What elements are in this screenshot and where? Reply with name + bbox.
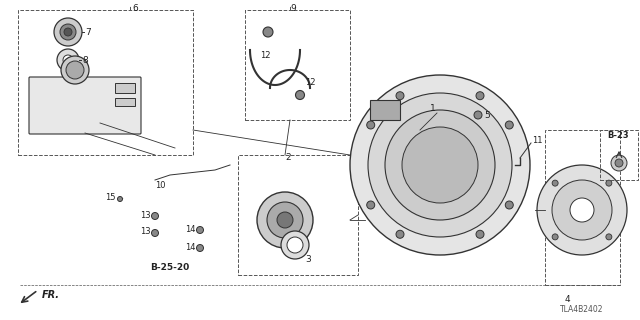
Circle shape (196, 244, 204, 252)
Circle shape (61, 56, 89, 84)
Text: 7: 7 (85, 28, 91, 36)
Circle shape (385, 110, 495, 220)
Circle shape (196, 227, 204, 234)
Text: 9: 9 (290, 4, 296, 12)
Text: B-23: B-23 (607, 131, 628, 140)
Text: 10: 10 (155, 180, 166, 189)
Text: 1: 1 (430, 103, 436, 113)
Circle shape (287, 237, 303, 253)
Bar (370, 100, 400, 120)
Text: TLA4B2402: TLA4B2402 (560, 306, 604, 315)
Circle shape (257, 192, 313, 248)
Bar (238, 155, 358, 275)
Circle shape (267, 202, 303, 238)
Circle shape (60, 24, 76, 40)
Circle shape (537, 165, 627, 255)
Circle shape (263, 27, 273, 37)
Text: B-25-20: B-25-20 (150, 263, 189, 273)
Text: ·: · (121, 196, 123, 202)
Circle shape (277, 212, 293, 228)
Text: 13: 13 (140, 211, 150, 220)
Circle shape (552, 234, 558, 240)
Circle shape (474, 111, 482, 119)
Bar (115, 83, 135, 93)
Text: 5: 5 (484, 110, 490, 119)
Circle shape (350, 75, 530, 255)
Circle shape (367, 121, 374, 129)
Text: 14: 14 (185, 226, 195, 235)
Bar (115, 98, 135, 106)
Bar (245, 10, 350, 120)
Circle shape (66, 61, 84, 79)
Circle shape (367, 201, 374, 209)
Circle shape (152, 212, 159, 220)
Circle shape (368, 93, 512, 237)
Circle shape (552, 180, 558, 186)
Circle shape (615, 159, 623, 167)
Circle shape (118, 196, 122, 202)
Text: 8: 8 (82, 55, 88, 65)
Circle shape (606, 234, 612, 240)
Circle shape (281, 231, 309, 259)
Circle shape (152, 229, 159, 236)
Circle shape (396, 230, 404, 238)
Circle shape (552, 180, 612, 240)
Text: 4: 4 (565, 295, 571, 305)
Circle shape (296, 91, 305, 100)
Text: 6: 6 (132, 4, 138, 12)
Text: 3: 3 (305, 255, 311, 265)
Text: 2: 2 (285, 153, 291, 162)
Bar (18, 10, 193, 155)
Circle shape (476, 230, 484, 238)
Circle shape (54, 18, 82, 46)
Text: 12: 12 (305, 77, 316, 86)
Text: 15: 15 (105, 194, 115, 203)
Circle shape (402, 127, 478, 203)
Text: 13: 13 (140, 228, 150, 236)
Circle shape (506, 201, 513, 209)
Bar (545, 130, 620, 285)
Circle shape (611, 155, 627, 171)
Circle shape (396, 92, 404, 100)
Bar (600, 130, 638, 180)
Text: 11: 11 (532, 135, 543, 145)
Circle shape (64, 28, 72, 36)
Circle shape (606, 180, 612, 186)
Text: FR.: FR. (42, 290, 60, 300)
Circle shape (63, 55, 73, 65)
Text: 12: 12 (260, 51, 271, 60)
Circle shape (570, 198, 594, 222)
Circle shape (476, 92, 484, 100)
Text: 14: 14 (185, 244, 195, 252)
Circle shape (506, 121, 513, 129)
FancyBboxPatch shape (29, 77, 141, 134)
Circle shape (57, 49, 79, 71)
